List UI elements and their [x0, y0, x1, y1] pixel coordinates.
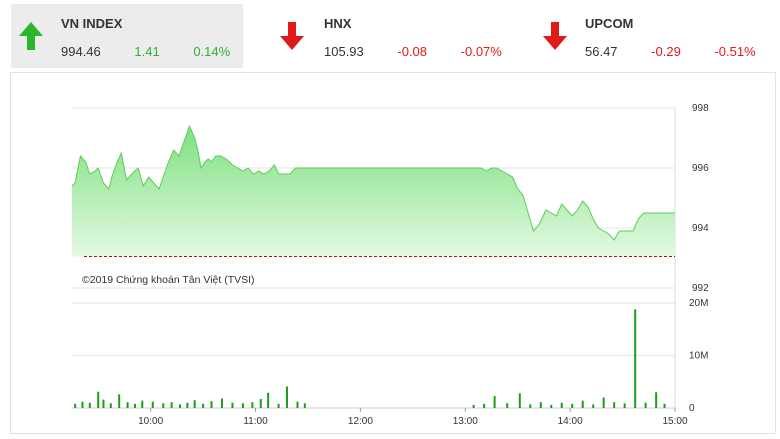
volume-bar [303, 403, 306, 408]
index-values: 105.93 -0.08 -0.07% [324, 44, 502, 59]
volume-tick-label: 20M [689, 298, 708, 309]
volume-bar [472, 404, 475, 408]
index-values: 994.46 1.41 0.14% [61, 44, 230, 59]
index-percent: -0.07% [460, 44, 502, 59]
time-tick-label: 11:00 [243, 416, 268, 427]
volume-bar [179, 404, 182, 408]
time-tick-label: 13:00 [453, 416, 478, 427]
index-value: 105.93 [324, 44, 364, 59]
volume-bar [506, 403, 509, 408]
volume-bar [267, 392, 270, 408]
volume-bar [560, 402, 563, 408]
index-value: 56.47 [585, 44, 618, 59]
time-tick-label: 12:00 [348, 416, 373, 427]
volume-bar [170, 402, 173, 408]
volume-bar [162, 403, 165, 408]
arrow-down-icon [280, 22, 304, 50]
price-tick-label: 998 [692, 103, 709, 114]
volume-bar [81, 401, 84, 408]
volume-bar [88, 402, 91, 408]
time-tick-label: 14:00 [558, 416, 583, 427]
volume-bar [623, 403, 626, 408]
volume-bar [571, 403, 574, 408]
volume-bar [126, 402, 129, 408]
index-change: -0.08 [397, 44, 428, 59]
index-percent: -0.51% [714, 44, 756, 59]
volume-tick-label: 10M [689, 351, 708, 362]
index-change: 1.41 [134, 44, 160, 59]
volume-bar [644, 402, 647, 408]
volume-bar [655, 392, 658, 408]
volume-bar [210, 401, 213, 408]
volume-bar [518, 393, 521, 408]
volume-bar [539, 402, 542, 408]
volume-bar [151, 401, 154, 408]
price-tick-label: 996 [692, 163, 709, 174]
index-name: HNX [324, 16, 352, 31]
volume-bar [97, 391, 100, 408]
volume-bar [186, 402, 189, 408]
time-tick-label: 10:00 [138, 416, 163, 427]
volume-bar [118, 394, 121, 408]
index-change: -0.29 [651, 44, 681, 59]
price-line [71, 124, 675, 241]
index-panel-upcom[interactable]: UPCOM 56.47 -0.29 -0.51% [535, 4, 775, 68]
volume-bar [74, 403, 77, 408]
volume-bar [277, 403, 280, 408]
volume-bar [529, 404, 532, 408]
volume-bar [285, 386, 288, 408]
index-name: UPCOM [585, 16, 634, 31]
price-area [72, 126, 675, 257]
volume-bar [251, 402, 254, 408]
volume-bar [602, 397, 605, 408]
volume-bar [193, 400, 196, 408]
volume-bar [231, 402, 234, 408]
volume-bar [634, 309, 637, 408]
volume-bar [133, 403, 136, 408]
volume-bar [102, 399, 105, 408]
volume-bar [483, 403, 486, 408]
volume-bar [202, 403, 205, 408]
volume-tick-label: 0 [689, 403, 695, 414]
index-panel-vnindex[interactable]: VN INDEX 994.46 1.41 0.14% [11, 4, 243, 68]
index-percent: 0.14% [193, 44, 231, 59]
volume-bar [550, 404, 553, 408]
index-values: 56.47 -0.29 -0.51% [585, 44, 756, 59]
index-name: VN INDEX [61, 16, 123, 31]
volume-bar [259, 399, 262, 408]
index-value: 994.46 [61, 44, 101, 59]
volume-bar [592, 404, 595, 408]
volume-bar [220, 398, 223, 408]
price-tick-label: 992 [692, 283, 709, 294]
volume-bar [663, 403, 666, 408]
time-tick-label: 15:00 [662, 416, 687, 427]
volume-bar [493, 395, 496, 408]
chart-frame [10, 72, 776, 434]
volume-bar [296, 401, 299, 408]
volume-bar [613, 402, 616, 408]
volume-bar [241, 403, 244, 408]
volume-bar [581, 400, 584, 408]
price-tick-label: 994 [692, 223, 709, 234]
volume-bar [141, 400, 144, 408]
index-panel-hnx[interactable]: HNX 105.93 -0.08 -0.07% [272, 4, 512, 68]
arrow-up-icon [19, 22, 43, 50]
arrow-down-icon [543, 22, 567, 50]
chart-credit: ©2019 Chứng khoán Tân Việt (TVSI) [82, 274, 255, 286]
volume-bar [109, 403, 112, 408]
